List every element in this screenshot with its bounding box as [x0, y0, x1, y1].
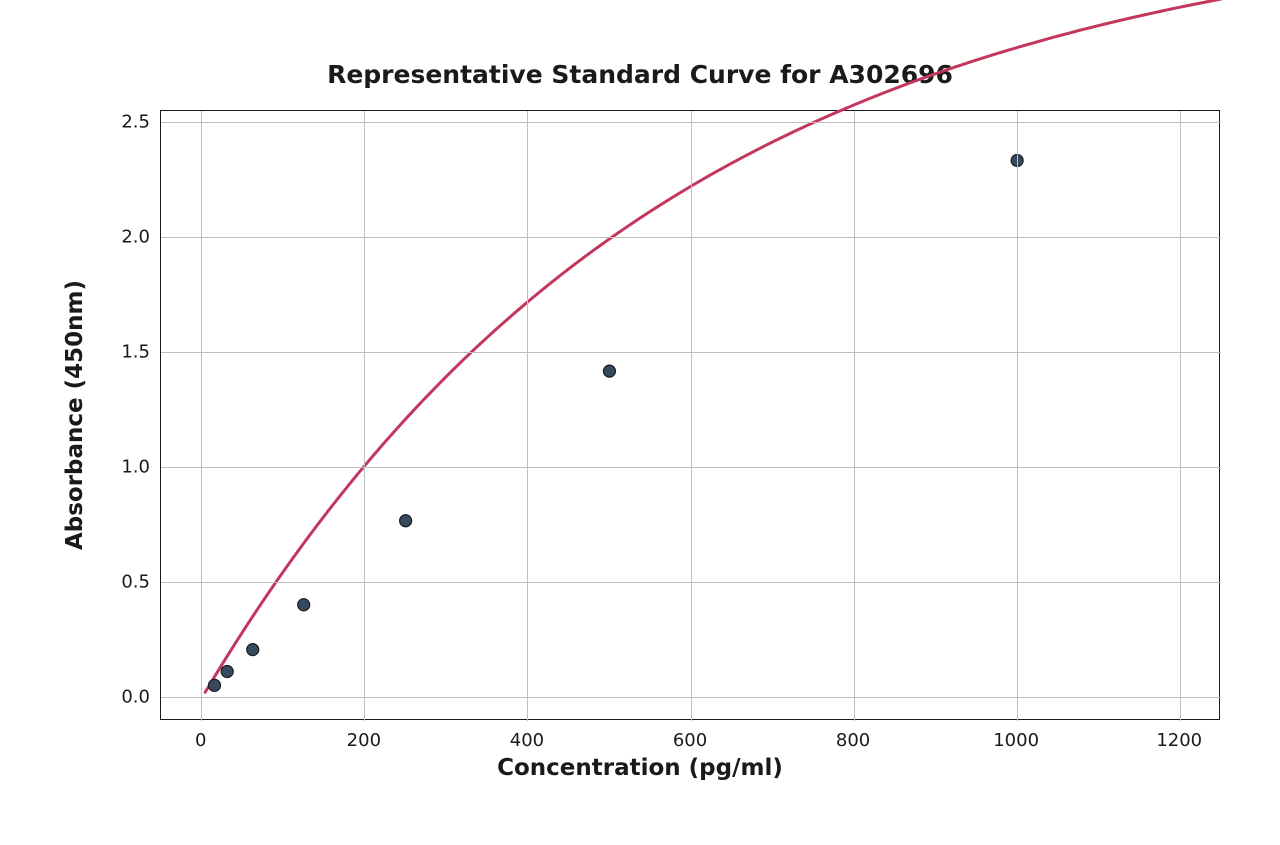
- grid-hline: [161, 697, 1221, 698]
- x-tick-label: 800: [836, 730, 870, 751]
- grid-vline: [854, 111, 855, 721]
- grid-vline: [201, 111, 202, 721]
- grid-vline: [1180, 111, 1181, 721]
- x-tick-label: 0: [195, 730, 206, 751]
- x-tick-label: 1200: [1156, 730, 1202, 751]
- grid-vline: [1017, 111, 1018, 721]
- data-point: [221, 666, 233, 678]
- chart-title: Representative Standard Curve for A30269…: [0, 60, 1280, 89]
- plot-area: [160, 110, 1220, 720]
- data-point: [208, 679, 220, 691]
- x-axis-label: Concentration (pg/ml): [0, 755, 1280, 781]
- grid-vline: [691, 111, 692, 721]
- x-tick-label: 200: [347, 730, 381, 751]
- chart-figure: Representative Standard Curve for A30269…: [0, 0, 1280, 845]
- y-tick-label: 0.0: [110, 686, 150, 707]
- grid-hline: [161, 122, 1221, 123]
- y-tick-label: 0.5: [110, 571, 150, 592]
- y-tick-label: 2.5: [110, 111, 150, 132]
- grid-hline: [161, 352, 1221, 353]
- y-axis-label: Absorbance (450nm): [62, 110, 88, 720]
- grid-hline: [161, 237, 1221, 238]
- data-point: [247, 644, 259, 656]
- data-point: [400, 515, 412, 527]
- grid-hline: [161, 467, 1221, 468]
- grid-vline: [364, 111, 365, 721]
- y-tick-label: 1.0: [110, 456, 150, 477]
- data-point: [298, 599, 310, 611]
- data-point: [603, 365, 615, 377]
- grid-vline: [527, 111, 528, 721]
- x-tick-label: 1000: [993, 730, 1039, 751]
- y-tick-label: 1.5: [110, 341, 150, 362]
- y-tick-label: 2.0: [110, 226, 150, 247]
- x-tick-label: 600: [673, 730, 707, 751]
- x-tick-label: 400: [510, 730, 544, 751]
- fit-curve: [205, 0, 1221, 692]
- grid-hline: [161, 582, 1221, 583]
